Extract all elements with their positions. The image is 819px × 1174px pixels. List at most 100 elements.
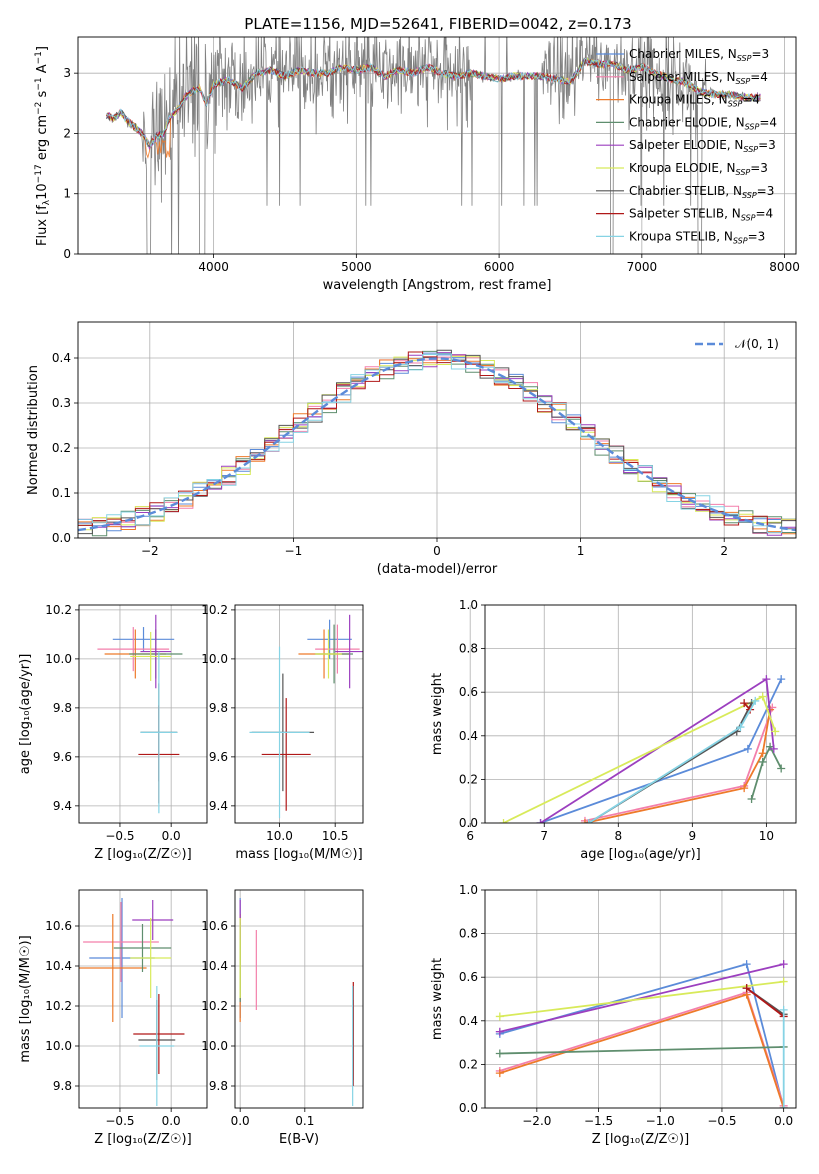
mass-weight-marker xyxy=(762,675,771,684)
y-tick-label: 0.2 xyxy=(52,441,71,455)
x-tick-label: −1 xyxy=(285,544,303,558)
y-label-part: A xyxy=(35,64,50,77)
mass-weight-marker xyxy=(758,749,767,758)
y-tick-label: 0 xyxy=(63,247,71,261)
mass-weight-line xyxy=(499,991,785,1107)
panel-mass-weight-vs-age: 6 7 8 9 10 0.0 0.2 0.4 0.6 0.8 1.0 age [log₁₀(age/y… xyxy=(430,598,797,862)
y-tick-label: 0.4 xyxy=(459,729,478,743)
plot-area xyxy=(495,960,788,1108)
x-tick-label: 0.0 xyxy=(231,1114,250,1128)
x-tick-label: 0.0 xyxy=(162,1114,181,1128)
x-tick-label: −1.5 xyxy=(584,1114,613,1128)
axes-frame xyxy=(77,321,797,539)
panel-spectrum: 4000 5000 6000 7000 8000 0 1 2 3 wavelength [Angs… xyxy=(34,36,800,293)
legend-subscript: SSP xyxy=(736,168,751,177)
panel-mass-vs-Z: −0.5 0.0 9.8 10.0 10.2 10.4 10.6 Z [log₁₀(Z/Z☉)… xyxy=(18,889,208,1147)
axes-frame xyxy=(78,889,208,1109)
y-tick-label: 10.4 xyxy=(201,959,228,973)
mass-weight-line xyxy=(499,980,784,1018)
mass-weight-marker xyxy=(740,699,749,708)
legend-text: Kroupa STELIB, N xyxy=(629,229,733,243)
legend-subscript: SSP xyxy=(743,145,758,154)
legend-label: Salpeter MILES, NSSP=4 xyxy=(629,70,768,86)
x-tick-label: 7 xyxy=(540,829,548,843)
legend-subscript: SSP xyxy=(741,214,756,223)
x-tick-label: 0.0 xyxy=(162,829,181,843)
mass-weight-marker xyxy=(495,1012,504,1021)
x-tick-label: 6 xyxy=(466,829,474,843)
mass-weight-marker xyxy=(580,819,589,823)
x-tick-label: −0.5 xyxy=(105,1114,134,1128)
y-axis-label: Normed distribution xyxy=(26,365,41,495)
axes-frame xyxy=(234,889,364,1109)
legend-subscript: SSP xyxy=(737,54,752,63)
legend-suffix: =3 xyxy=(750,161,768,175)
plot-area xyxy=(78,349,796,537)
x-axis-label: Z [log₁₀(Z/Z☉)] xyxy=(94,1132,191,1147)
y-tick-label: 1 xyxy=(63,187,71,201)
panel-mass-vs-EBV: 0.0 0.1 9.8 10.0 10.2 10.4 10.6 E(B-V) xyxy=(201,889,364,1147)
y-label-part: ] xyxy=(35,46,50,51)
mass-weight-line xyxy=(746,987,785,1018)
plot-area xyxy=(106,37,761,254)
grid xyxy=(79,890,207,1108)
legend-text: Salpeter STELIB, N xyxy=(629,207,741,221)
legend-suffix: =4 xyxy=(755,207,773,221)
grid xyxy=(235,890,363,1108)
mass-weight-line xyxy=(743,702,751,711)
grid xyxy=(79,605,207,823)
panel-age-vs-Z: −0.5 0.0 9.4 9.6 9.8 10.0 10.2 Z [log₁₀(Z/Z☉)] a… xyxy=(18,603,208,862)
mass-weight-marker xyxy=(736,723,745,732)
y-tick-label: 10.2 xyxy=(45,999,72,1013)
panel-residual-histogram: −2 −1 0 1 2 0.0 0.1 0.2 0.3 0.4 (data-model)/error… xyxy=(26,321,797,577)
y-tick-label: 0.2 xyxy=(459,772,478,786)
y-axis-label: mass weight xyxy=(430,958,445,1040)
plot-area xyxy=(97,614,183,814)
x-tick-label: 0.1 xyxy=(295,1114,314,1128)
residual-histogram-step xyxy=(78,353,796,534)
y-label-part: 10 xyxy=(35,183,50,200)
y-label-part: −2 xyxy=(34,102,44,115)
mass-weight-marker xyxy=(743,744,752,753)
x-axis-label: (data-model)/error xyxy=(377,562,498,577)
legend-subscript: SSP xyxy=(742,191,757,200)
mass-weight-marker xyxy=(499,819,508,823)
y-tick-label: 10.6 xyxy=(45,919,72,933)
mass-weight-marker xyxy=(777,675,786,684)
mass-weight-marker xyxy=(758,757,767,766)
x-tick-label: −2.0 xyxy=(522,1114,551,1128)
y-tick-label: 10.0 xyxy=(45,1039,72,1053)
x-tick-label: −0.5 xyxy=(105,829,134,843)
plot-area xyxy=(249,614,363,819)
x-tick-label: 10 xyxy=(759,829,774,843)
mass-weight-marker xyxy=(779,977,788,986)
plot-area xyxy=(499,675,786,823)
mass-weight-marker xyxy=(771,727,780,736)
legend-text: Chabrier ELODIE, N xyxy=(629,115,745,129)
model-spectrum xyxy=(106,56,761,149)
x-axis-label: Z [log₁₀(Z/Z☉)] xyxy=(592,1132,689,1147)
y-label-part: s xyxy=(35,90,50,101)
mass-weight-marker xyxy=(495,1069,504,1078)
x-tick-label: −0.5 xyxy=(707,1114,736,1128)
legend-subscript: SSP xyxy=(733,236,748,245)
y-tick-label: 10.2 xyxy=(201,603,228,617)
panel-age-vs-mass: 10.0 10.5 9.4 9.6 9.8 10.0 10.2 mass [log₁₀(M/M… xyxy=(201,603,364,862)
legend-text: Salpeter ELODIE, N xyxy=(629,138,743,152)
y-tick-label: 0.6 xyxy=(459,970,478,984)
y-tick-label: 9.6 xyxy=(53,750,72,764)
y-label-part: −17 xyxy=(34,164,44,183)
x-tick-label: 2 xyxy=(720,544,728,558)
y-tick-label: 1.0 xyxy=(459,598,478,612)
axes-frame xyxy=(234,604,364,824)
mass-weight-marker xyxy=(495,1049,504,1058)
y-tick-label: 9.6 xyxy=(209,750,228,764)
legend-suffix: =3 xyxy=(757,184,775,198)
legend-label: Kroupa STELIB, NSSP=3 xyxy=(629,229,765,245)
y-axis-label: mass [log₁₀(M/M☉)] xyxy=(18,935,33,1062)
y-tick-label: 0.2 xyxy=(459,1057,478,1071)
mass-weight-marker xyxy=(777,764,786,773)
legend-text: Kroupa ELODIE, N xyxy=(629,161,736,175)
legend-label: Salpeter STELIB, NSSP=4 xyxy=(629,207,773,223)
